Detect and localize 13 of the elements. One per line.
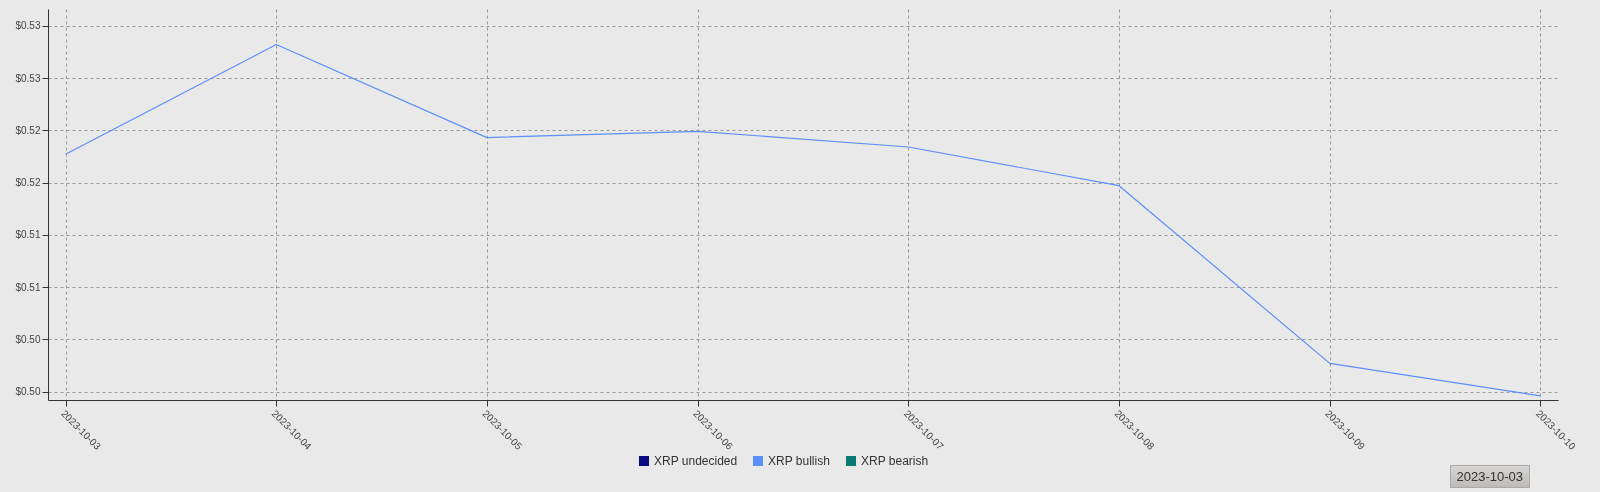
- legend-label: XRP bullish: [768, 454, 830, 468]
- legend-label: XRP undecided: [654, 454, 738, 468]
- y-tick-label: $0.50: [15, 386, 41, 398]
- line-series: [64, 43, 1542, 397]
- legend-label: XRP bearish: [861, 454, 929, 468]
- y-tick-label: $0.50: [15, 333, 41, 345]
- text: 2023-10-03: [1449, 465, 1530, 488]
- y-tick-label: $0.53: [15, 20, 41, 32]
- y-tick-label: $0.51: [15, 229, 41, 241]
- y-tick-label: $0.51: [15, 281, 41, 293]
- y-tick-label: $0.52: [15, 177, 41, 189]
- y-tick-label: $0.52: [15, 124, 41, 136]
- y-tick-label: $0.53: [15, 72, 41, 84]
